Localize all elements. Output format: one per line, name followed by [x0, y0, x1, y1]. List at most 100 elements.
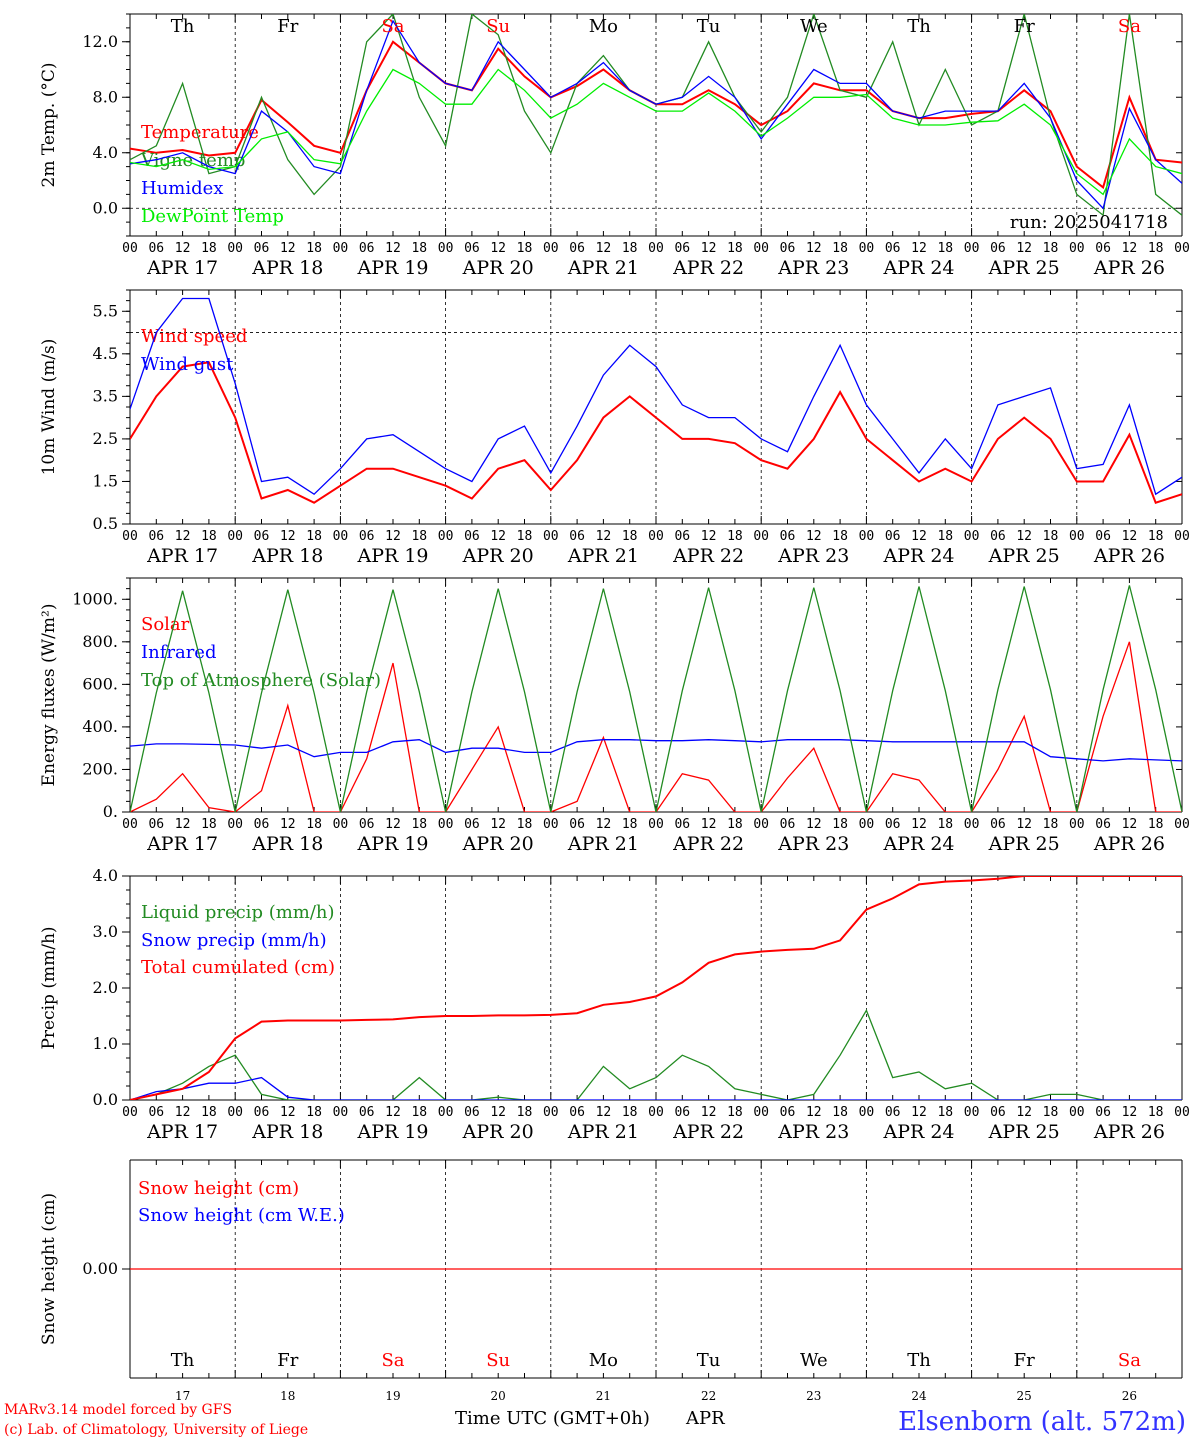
weekday-label: Th — [171, 1350, 195, 1371]
hour-tick-label: 18 — [411, 241, 427, 256]
model-credit: MARv3.14 model forced by GFS — [4, 1402, 232, 1418]
hour-tick-label: 12 — [175, 817, 191, 832]
date-label: APR 21 — [567, 1121, 639, 1143]
series-line-2 — [130, 585, 1182, 812]
hour-tick-label: 18 — [517, 817, 533, 832]
day-number-label: 17 — [175, 1389, 190, 1403]
y-axis-title: Snow height (cm) — [39, 1193, 59, 1345]
hour-tick-label: 06 — [464, 241, 480, 256]
legend-entry: Snow precip (mm/h) — [141, 930, 327, 951]
hour-tick-label: 18 — [937, 529, 953, 544]
date-label: APR 26 — [1093, 257, 1165, 279]
hour-tick-label: 00 — [333, 817, 349, 832]
hour-tick-label: 12 — [701, 1105, 717, 1120]
hour-tick-label: 12 — [596, 529, 612, 544]
hour-tick-label: 18 — [1043, 241, 1059, 256]
date-label: APR 19 — [356, 833, 428, 855]
hour-tick-label: 06 — [885, 529, 901, 544]
hour-tick-label: 12 — [701, 529, 717, 544]
hour-tick-label: 06 — [1095, 241, 1111, 256]
series-line-1 — [130, 1076, 1182, 1100]
date-label: APR 17 — [146, 257, 218, 279]
date-label: APR 23 — [777, 257, 849, 279]
date-label: APR 22 — [672, 1121, 744, 1143]
hour-tick-label: 06 — [359, 241, 375, 256]
hour-tick-label: 00 — [333, 1105, 349, 1120]
hour-tick-label: 18 — [517, 1105, 533, 1120]
date-label: APR 21 — [567, 545, 639, 567]
hour-tick-label: 18 — [727, 817, 743, 832]
weekday-label: Fr — [277, 16, 298, 37]
date-label: APR 18 — [251, 833, 323, 855]
legend-entry: DewPoint Temp — [141, 206, 284, 227]
day-number-label: 21 — [596, 1389, 611, 1403]
meteogram-panels: 0.0 4.0 8.0 12.0 2m Temp. (°C) Temperature Vig… — [39, 13, 1190, 1403]
hour-tick-label: 12 — [911, 529, 927, 544]
hour-tick-label: 18 — [832, 241, 848, 256]
y-tick-label: 0.00 — [82, 1259, 118, 1278]
hour-tick-label: 00 — [753, 1105, 769, 1120]
legend-entry: Snow height (cm) — [138, 1178, 299, 1199]
hour-tick-label: 00 — [648, 241, 664, 256]
hour-tick-label: 00 — [543, 241, 559, 256]
y-tick-label: 12.0 — [82, 32, 118, 51]
hour-tick-label: 18 — [306, 529, 322, 544]
hour-tick-label: 18 — [306, 817, 322, 832]
hour-tick-label: 06 — [780, 1105, 796, 1120]
hour-tick-label: 06 — [990, 241, 1006, 256]
hour-tick-label: 06 — [780, 817, 796, 832]
y-tick-label: 4.5 — [93, 344, 118, 363]
hour-tick-label: 12 — [1016, 817, 1032, 832]
hour-tick-label: 00 — [333, 241, 349, 256]
hour-tick-label: 06 — [359, 817, 375, 832]
weekday-label: Tu — [697, 16, 721, 37]
hour-tick-label: 00 — [1069, 817, 1085, 832]
day-number-label: 24 — [911, 1389, 927, 1403]
x-axis-title: Time UTC (GMT+0h) — [455, 1408, 650, 1429]
hour-tick-label: 06 — [359, 1105, 375, 1120]
date-label: APR 25 — [988, 1121, 1060, 1143]
panel-precip: 0.0 1.0 2.0 3.0 4.0 Precip (mm/h) Liquid preci… — [39, 866, 1190, 1143]
hour-tick-label: 00 — [1069, 529, 1085, 544]
hour-tick-label: 18 — [1148, 1105, 1164, 1120]
hour-tick-label: 00 — [122, 529, 138, 544]
legend-entry: Temperature — [141, 122, 259, 143]
hour-tick-label: 00 — [543, 529, 559, 544]
hour-tick-label: 18 — [306, 1105, 322, 1120]
day-number-label: 18 — [280, 1389, 295, 1403]
hour-tick-label: 00 — [1174, 1105, 1190, 1120]
hour-tick-label: 12 — [701, 817, 717, 832]
hour-tick-label: 18 — [201, 1105, 217, 1120]
hour-tick-label: 18 — [517, 529, 533, 544]
hour-tick-label: 18 — [1148, 817, 1164, 832]
legend-entry: Vigne temp — [140, 150, 245, 171]
hour-tick-label: 06 — [885, 1105, 901, 1120]
date-label: APR 24 — [882, 257, 954, 279]
hour-tick-label: 00 — [648, 817, 664, 832]
y-tick-label: 5.5 — [93, 301, 118, 320]
hour-tick-label: 06 — [1095, 529, 1111, 544]
hour-tick-label: 00 — [648, 529, 664, 544]
hour-tick-label: 12 — [280, 1105, 296, 1120]
hour-tick-label: 06 — [569, 241, 585, 256]
date-label: APR 25 — [988, 257, 1060, 279]
y-tick-label: 200. — [82, 759, 118, 778]
y-tick-label: 400. — [82, 717, 118, 736]
y-axis-title: Precip (mm/h) — [39, 926, 59, 1049]
hour-tick-label: 18 — [411, 529, 427, 544]
hour-tick-label: 06 — [464, 817, 480, 832]
hour-tick-label: 06 — [464, 1105, 480, 1120]
date-label: APR 22 — [672, 257, 744, 279]
hour-tick-label: 00 — [227, 1105, 243, 1120]
hour-tick-label: 18 — [1043, 817, 1059, 832]
hour-tick-label: 18 — [201, 241, 217, 256]
weekday-label: Sa — [381, 16, 404, 37]
day-number-label: 19 — [385, 1389, 400, 1403]
weekday-label: Sa — [1118, 1350, 1141, 1371]
hour-tick-label: 00 — [964, 1105, 980, 1120]
hour-tick-label: 12 — [175, 241, 191, 256]
hour-tick-label: 12 — [1122, 241, 1138, 256]
hour-tick-label: 00 — [438, 1105, 454, 1120]
hour-tick-label: 06 — [674, 817, 690, 832]
series-line-3 — [130, 68, 1182, 196]
